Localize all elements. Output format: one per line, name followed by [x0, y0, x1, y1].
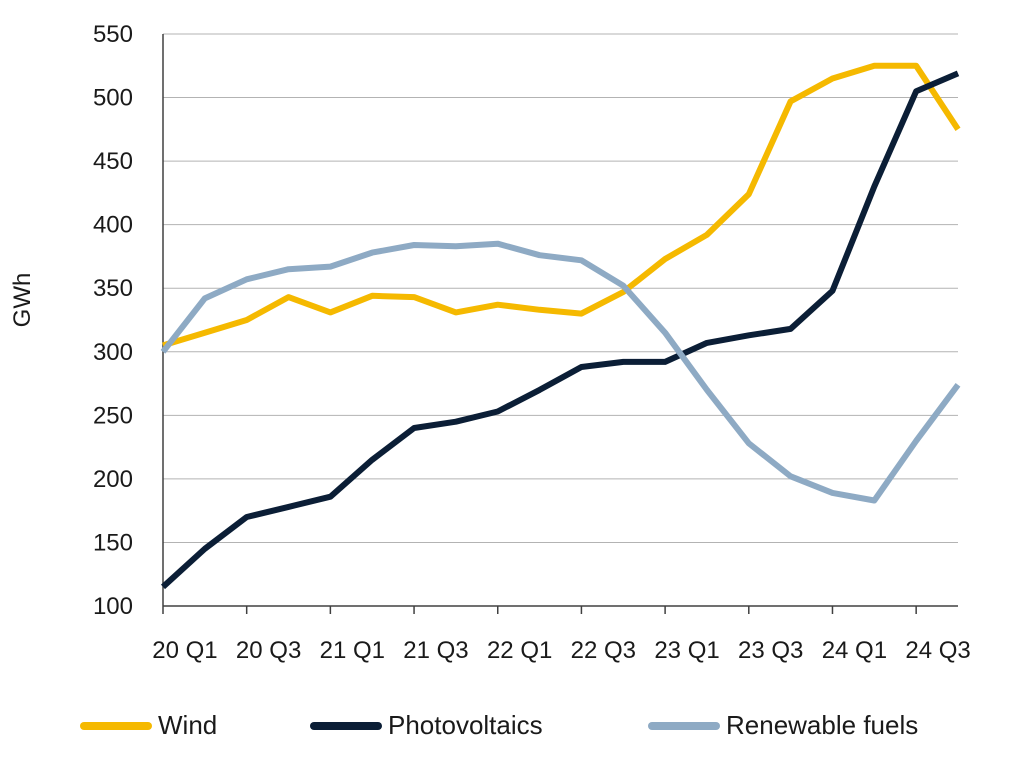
y-tick-label: 300: [93, 339, 133, 366]
legend-swatch-wind: [80, 721, 152, 730]
y-tick-label: 200: [93, 466, 133, 493]
x-tick-label: 24 Q1: [822, 637, 887, 664]
x-tick-label: 21 Q1: [320, 637, 385, 664]
x-tick-label: 22 Q3: [571, 637, 636, 664]
gridlines: [163, 33, 958, 543]
legend: Wind Photovoltaics Renewable fuels: [0, 700, 1014, 754]
line-chart: 100 150 200 250 300 350 400 450 500 550 GWh 20 Q1…: [9, 21, 971, 664]
legend-label-renewable-fuels: Renewable fuels: [726, 710, 919, 740]
x-tick-label: 24 Q3: [905, 637, 970, 664]
legend-swatch-photovoltaics: [310, 721, 382, 730]
legend-item-photovoltaics: Photovoltaics: [310, 710, 543, 741]
series-line-photovoltaics: [160, 70, 960, 590]
legend-item-wind: Wind: [80, 710, 217, 741]
x-tick-label: 23 Q1: [654, 637, 719, 664]
y-axis-label: GWh: [9, 273, 36, 328]
y-tick-label: 550: [93, 21, 133, 48]
legend-label-photovoltaics: Photovoltaics: [388, 710, 543, 740]
x-tick-label: 20 Q1: [152, 637, 217, 664]
x-axis-ticks: 20 Q1 20 Q3 21 Q1 21 Q3 22 Q1 22 Q3 23 Q1 23 Q3…: [152, 606, 971, 664]
y-tick-label: 250: [93, 402, 133, 429]
axes: [162, 34, 958, 607]
legend-swatch-renewable-fuels: [648, 721, 720, 730]
series-line-wind: [162, 62, 961, 349]
x-tick-label: 21 Q3: [403, 637, 468, 664]
series-lines: [160, 62, 961, 590]
legend-item-renewable-fuels: Renewable fuels: [648, 710, 918, 741]
y-tick-label: 150: [93, 529, 133, 556]
y-axis-ticks: 100 150 200 250 300 350 400 450 500 550: [93, 21, 133, 620]
legend-label-wind: Wind: [158, 710, 218, 740]
series-line-renewable-fuels: [160, 240, 961, 504]
x-tick-label: 22 Q1: [487, 637, 552, 664]
y-tick-label: 400: [93, 212, 133, 239]
y-tick-label: 450: [93, 148, 133, 175]
y-tick-label: 500: [93, 85, 133, 112]
y-tick-label: 350: [93, 275, 133, 302]
x-tick-label: 20 Q3: [236, 637, 301, 664]
x-tick-label: 23 Q3: [738, 637, 803, 664]
y-tick-label: 100: [93, 593, 133, 620]
